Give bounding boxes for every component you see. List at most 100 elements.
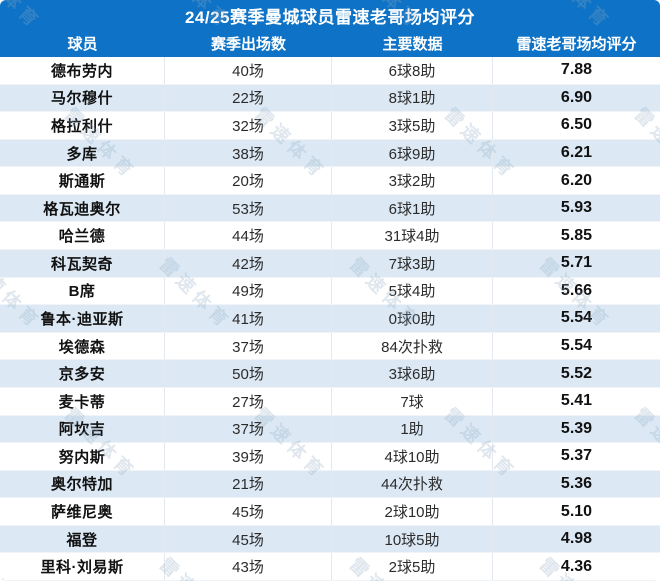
rating-cell: 5.54 xyxy=(560,309,593,327)
appearances-cell: 40场 xyxy=(165,57,332,84)
table-row: 麦卡蒂 27场 7球 5.41 xyxy=(0,387,660,416)
appearances-cell: 42场 xyxy=(165,250,332,277)
player-name-cell: 多库 xyxy=(0,139,165,167)
page-title: 24/25赛季曼城球员雷速老哥场均评分 xyxy=(184,7,476,27)
player-name-cell: 埃德森 xyxy=(0,332,165,360)
rating-cell: 4.36 xyxy=(560,557,593,575)
player-name-cell: 里科·刘易斯 xyxy=(0,553,165,580)
key-stats-cell: 84次扑救 xyxy=(332,332,493,360)
table-row: 格瓦迪奥尔 53场 6球1助 5.93 xyxy=(0,194,660,223)
column-header-row: 球员 赛季出场数 主要数据 雷速老哥场均评分 xyxy=(0,30,660,57)
player-name-cell: 马尔穆什 xyxy=(0,84,165,112)
key-stats-cell: 7球 xyxy=(332,387,493,415)
rating-cell: 6.20 xyxy=(560,171,593,189)
column-header-player: 球员 xyxy=(67,36,98,53)
table-row: 格拉利什 32场 3球5助 6.50 xyxy=(0,112,660,140)
appearances-cell: 49场 xyxy=(165,277,332,305)
rating-cell: 5.39 xyxy=(560,419,593,437)
key-stats-cell: 5球4助 xyxy=(332,277,493,305)
column-header-key-stats: 主要数据 xyxy=(382,36,443,53)
table-row: 福登 45场 10球5助 4.98 xyxy=(0,525,660,554)
player-name-cell: 奥尔特加 xyxy=(0,470,165,498)
player-name-cell: 格瓦迪奥尔 xyxy=(0,194,165,222)
appearances-cell: 45场 xyxy=(165,498,332,525)
key-stats-cell: 1助 xyxy=(332,415,493,443)
key-stats-cell: 6球1助 xyxy=(332,194,493,222)
rating-cell: 5.41 xyxy=(560,392,593,410)
column-header-appearances: 赛季出场数 xyxy=(210,36,286,53)
key-stats-cell: 10球5助 xyxy=(332,525,493,553)
appearances-cell: 44场 xyxy=(165,222,332,250)
table-row: 京多安 50场 3球6助 5.52 xyxy=(0,360,660,388)
player-name-cell: 萨维尼奥 xyxy=(0,498,165,525)
table-row: 斯通斯 20场 3球2助 6.20 xyxy=(0,167,660,195)
key-stats-cell: 2球10助 xyxy=(332,498,493,525)
player-name-cell: B席 xyxy=(0,277,165,305)
table-row: 德布劳内 40场 6球8助 7.88 xyxy=(0,57,660,85)
table-row: 马尔穆什 22场 8球1助 6.90 xyxy=(0,84,660,113)
key-stats-cell: 3球2助 xyxy=(332,167,493,194)
player-name-cell: 鲁本·迪亚斯 xyxy=(0,305,165,332)
table-row: 哈兰德 44场 31球4助 5.85 xyxy=(0,222,660,251)
appearances-cell: 38场 xyxy=(165,139,332,167)
key-stats-cell: 4球10助 xyxy=(332,443,493,470)
key-stats-cell: 3球6助 xyxy=(332,360,493,387)
rating-cell: 4.98 xyxy=(560,530,593,548)
table-row: 里科·刘易斯 43场 2球5助 4.36 xyxy=(0,553,660,581)
column-header-rating: 雷速老哥场均评分 xyxy=(516,36,637,53)
player-name-cell: 麦卡蒂 xyxy=(0,387,165,415)
appearances-cell: 37场 xyxy=(165,332,332,360)
appearances-cell: 37场 xyxy=(165,415,332,443)
key-stats-cell: 44次扑救 xyxy=(332,470,493,498)
player-name-cell: 京多安 xyxy=(0,360,165,387)
rating-cell: 5.36 xyxy=(560,474,593,492)
appearances-cell: 39场 xyxy=(165,443,332,470)
key-stats-cell: 3球5助 xyxy=(332,112,493,139)
table-body: 德布劳内 40场 6球8助 7.88 马尔穆什 22场 8球1助 6.90 格拉… xyxy=(0,57,660,581)
player-name-cell: 哈兰德 xyxy=(0,222,165,250)
player-name-cell: 努内斯 xyxy=(0,443,165,470)
rating-cell: 6.90 xyxy=(560,88,593,106)
appearances-cell: 32场 xyxy=(165,112,332,139)
rating-cell: 5.52 xyxy=(560,364,593,382)
rating-cell: 6.50 xyxy=(560,116,593,134)
key-stats-cell: 31球4助 xyxy=(332,222,493,250)
table-row: B席 49场 5球4助 5.66 xyxy=(0,277,660,306)
player-name-cell: 德布劳内 xyxy=(0,57,165,84)
appearances-cell: 20场 xyxy=(165,167,332,194)
rating-cell: 7.88 xyxy=(560,61,593,79)
rating-cell: 5.37 xyxy=(560,447,593,465)
rating-cell: 5.66 xyxy=(560,281,593,299)
key-stats-cell: 6球9助 xyxy=(332,139,493,167)
rating-cell: 5.85 xyxy=(560,226,593,244)
player-name-cell: 福登 xyxy=(0,525,165,553)
player-name-cell: 科瓦契奇 xyxy=(0,250,165,277)
rating-cell: 5.54 xyxy=(560,337,593,355)
key-stats-cell: 8球1助 xyxy=(332,84,493,112)
rating-cell: 5.93 xyxy=(560,199,593,217)
key-stats-cell: 0球0助 xyxy=(332,305,493,332)
appearances-cell: 41场 xyxy=(165,305,332,332)
key-stats-cell: 6球8助 xyxy=(332,57,493,84)
table-row: 鲁本·迪亚斯 41场 0球0助 5.54 xyxy=(0,305,660,333)
table-row: 多库 38场 6球9助 6.21 xyxy=(0,139,660,168)
table-row: 奥尔特加 21场 44次扑救 5.36 xyxy=(0,470,660,499)
table-row: 埃德森 37场 84次扑救 5.54 xyxy=(0,332,660,361)
appearances-cell: 53场 xyxy=(165,194,332,222)
player-name-cell: 阿坎吉 xyxy=(0,415,165,443)
appearances-cell: 27场 xyxy=(165,387,332,415)
appearances-cell: 50场 xyxy=(165,360,332,387)
appearances-cell: 43场 xyxy=(165,553,332,580)
table-row: 萨维尼奥 45场 2球10助 5.10 xyxy=(0,498,660,526)
table-row: 科瓦契奇 42场 7球3助 5.71 xyxy=(0,250,660,278)
rating-cell: 5.71 xyxy=(560,254,593,272)
player-name-cell: 斯通斯 xyxy=(0,167,165,194)
appearances-cell: 45场 xyxy=(165,525,332,553)
table-row: 阿坎吉 37场 1助 5.39 xyxy=(0,415,660,444)
key-stats-cell: 7球3助 xyxy=(332,250,493,277)
rating-cell: 5.10 xyxy=(560,502,593,520)
appearances-cell: 21场 xyxy=(165,470,332,498)
rating-cell: 6.21 xyxy=(560,144,593,162)
key-stats-cell: 2球5助 xyxy=(332,553,493,580)
